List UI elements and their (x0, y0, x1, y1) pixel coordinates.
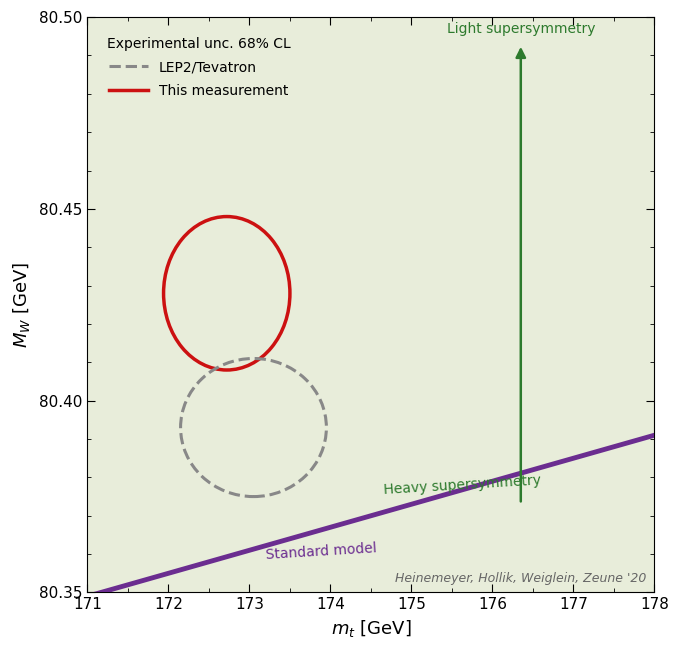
Text: Standard model: Standard model (266, 541, 377, 562)
Text: Light supersymmetry: Light supersymmetry (447, 22, 595, 36)
X-axis label: $m_t$ [GeV]: $m_t$ [GeV] (330, 618, 411, 639)
Y-axis label: $M_W$ [GeV]: $M_W$ [GeV] (11, 262, 32, 348)
Text: Heinemeyer, Hollik, Weiglein, Zeune '20: Heinemeyer, Hollik, Weiglein, Zeune '20 (395, 572, 647, 585)
Text: Heavy supersymmetry: Heavy supersymmetry (383, 473, 541, 497)
Legend: LEP2/Tevatron, This measurement: LEP2/Tevatron, This measurement (95, 24, 303, 110)
